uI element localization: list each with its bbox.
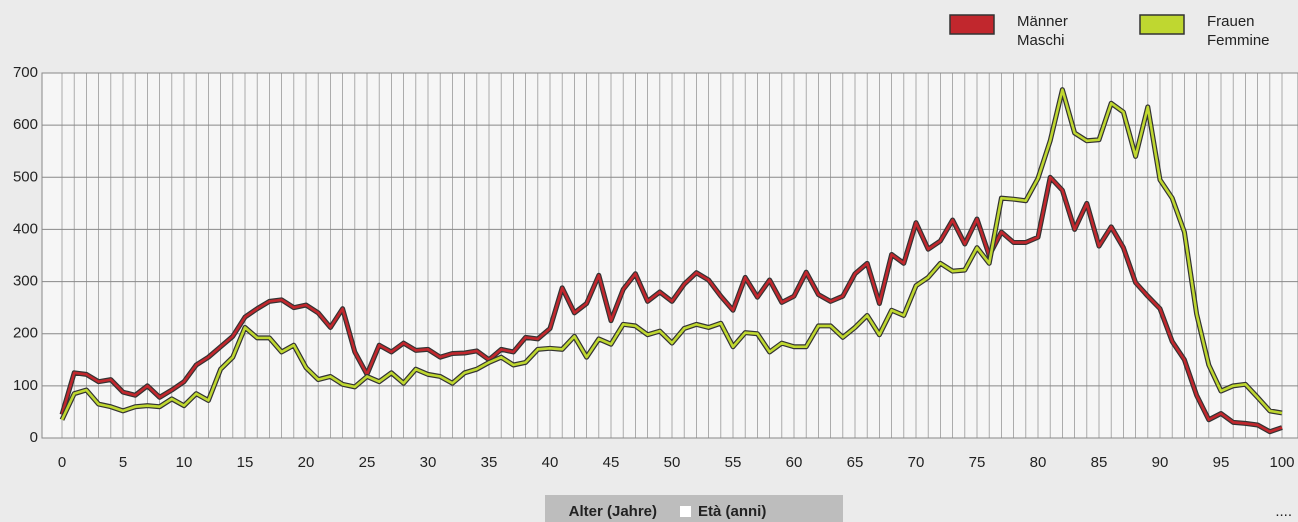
plot-area bbox=[41, 72, 1298, 439]
legend-swatch bbox=[1139, 14, 1185, 35]
x-tick-label: 35 bbox=[481, 454, 498, 471]
y-tick-label: 100 bbox=[13, 377, 38, 394]
y-tick-label: 600 bbox=[13, 116, 38, 133]
y-tick-label: 700 bbox=[13, 64, 38, 81]
legend-swatch bbox=[949, 14, 995, 35]
x-tick-label: 70 bbox=[908, 454, 925, 471]
x-tick-label: 60 bbox=[786, 454, 803, 471]
x-tick-label: 25 bbox=[359, 454, 376, 471]
y-tick-label: 200 bbox=[13, 325, 38, 342]
x-tick-label: 90 bbox=[1152, 454, 1169, 471]
legend-label: Männer bbox=[1017, 13, 1068, 30]
x-axis-label-alt: Età (anni) bbox=[698, 503, 766, 520]
x-tick-label: 50 bbox=[664, 454, 681, 471]
x-tick-label: 45 bbox=[603, 454, 620, 471]
x-tick-label: 40 bbox=[542, 454, 559, 471]
ellipsis: .... bbox=[1275, 503, 1292, 520]
x-tick-label: 85 bbox=[1091, 454, 1108, 471]
y-tick-label: 500 bbox=[13, 168, 38, 185]
separator bbox=[680, 506, 691, 517]
x-axis-label: Alter (Jahre) bbox=[569, 503, 657, 520]
x-tick-label: 10 bbox=[176, 454, 193, 471]
y-tick-label: 400 bbox=[13, 220, 38, 237]
legend-label: Maschi bbox=[1017, 32, 1065, 49]
legend-label: Femmine bbox=[1207, 32, 1270, 49]
x-tick-label: 20 bbox=[298, 454, 315, 471]
x-tick-label: 100 bbox=[1269, 454, 1294, 471]
x-tick-label: 30 bbox=[420, 454, 437, 471]
x-tick-label: 65 bbox=[847, 454, 864, 471]
line bbox=[60, 175, 1283, 434]
x-tick-label: 55 bbox=[725, 454, 742, 471]
x-label-bar bbox=[545, 495, 843, 522]
legend-label: Frauen bbox=[1207, 13, 1255, 30]
x-tick-label: 5 bbox=[119, 454, 127, 471]
x-tick-label: 15 bbox=[237, 454, 254, 471]
y-tick-label: 300 bbox=[13, 273, 38, 290]
x-tick-label: 95 bbox=[1213, 454, 1230, 471]
line bbox=[60, 88, 1283, 421]
x-tick-label: 75 bbox=[969, 454, 986, 471]
x-tick-label: 0 bbox=[58, 454, 66, 471]
y-tick-label: 0 bbox=[30, 429, 38, 446]
x-tick-label: 80 bbox=[1030, 454, 1047, 471]
